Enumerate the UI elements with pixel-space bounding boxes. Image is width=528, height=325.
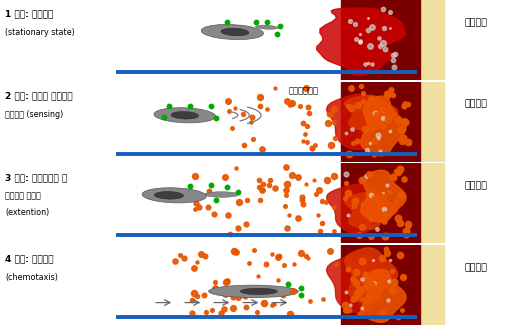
Text: 손상조직: 손상조직 [465,99,488,109]
Ellipse shape [171,111,199,119]
Polygon shape [326,184,386,233]
Text: 4 단계: 세포이동: 4 단계: 세포이동 [5,254,54,264]
Text: 1 단계: 정상상태: 1 단계: 정상상태 [5,10,54,19]
Text: (chemotaxis): (chemotaxis) [5,273,58,282]
Ellipse shape [256,25,278,29]
Ellipse shape [154,191,184,199]
Polygon shape [414,82,444,162]
Ellipse shape [201,24,263,40]
Ellipse shape [142,188,206,203]
Polygon shape [361,269,406,322]
Text: 인자감지 (sensing): 인자감지 (sensing) [5,110,63,119]
Polygon shape [345,192,398,229]
Ellipse shape [204,192,239,197]
Polygon shape [345,248,398,304]
Ellipse shape [221,28,249,36]
Polygon shape [361,96,406,156]
Polygon shape [341,82,420,162]
Ellipse shape [154,108,215,123]
Polygon shape [341,163,420,243]
Polygon shape [414,163,444,243]
Polygon shape [345,95,398,131]
Polygon shape [414,245,444,325]
Text: 2 단계: 세포의 회학주성: 2 단계: 세포의 회학주성 [5,91,73,100]
Text: 세포골격 재배열: 세포골격 재배열 [5,191,41,200]
Polygon shape [341,245,420,325]
Text: 화학주성인자: 화학주성인자 [289,87,318,96]
Ellipse shape [240,288,277,294]
Text: 손상조직: 손상조직 [465,181,488,190]
Polygon shape [341,0,420,80]
Ellipse shape [209,285,298,298]
Polygon shape [326,254,386,313]
Text: 손상조직: 손상조직 [465,263,488,272]
Text: 정상조직: 정상조직 [465,18,488,27]
Polygon shape [414,0,444,80]
Polygon shape [326,94,386,150]
Text: 3 단계: 세포질확장 및: 3 단계: 세포질확장 및 [5,173,68,182]
Text: (stationary state): (stationary state) [5,28,75,37]
Text: (extention): (extention) [5,208,50,217]
Polygon shape [361,170,406,222]
Polygon shape [317,8,406,75]
